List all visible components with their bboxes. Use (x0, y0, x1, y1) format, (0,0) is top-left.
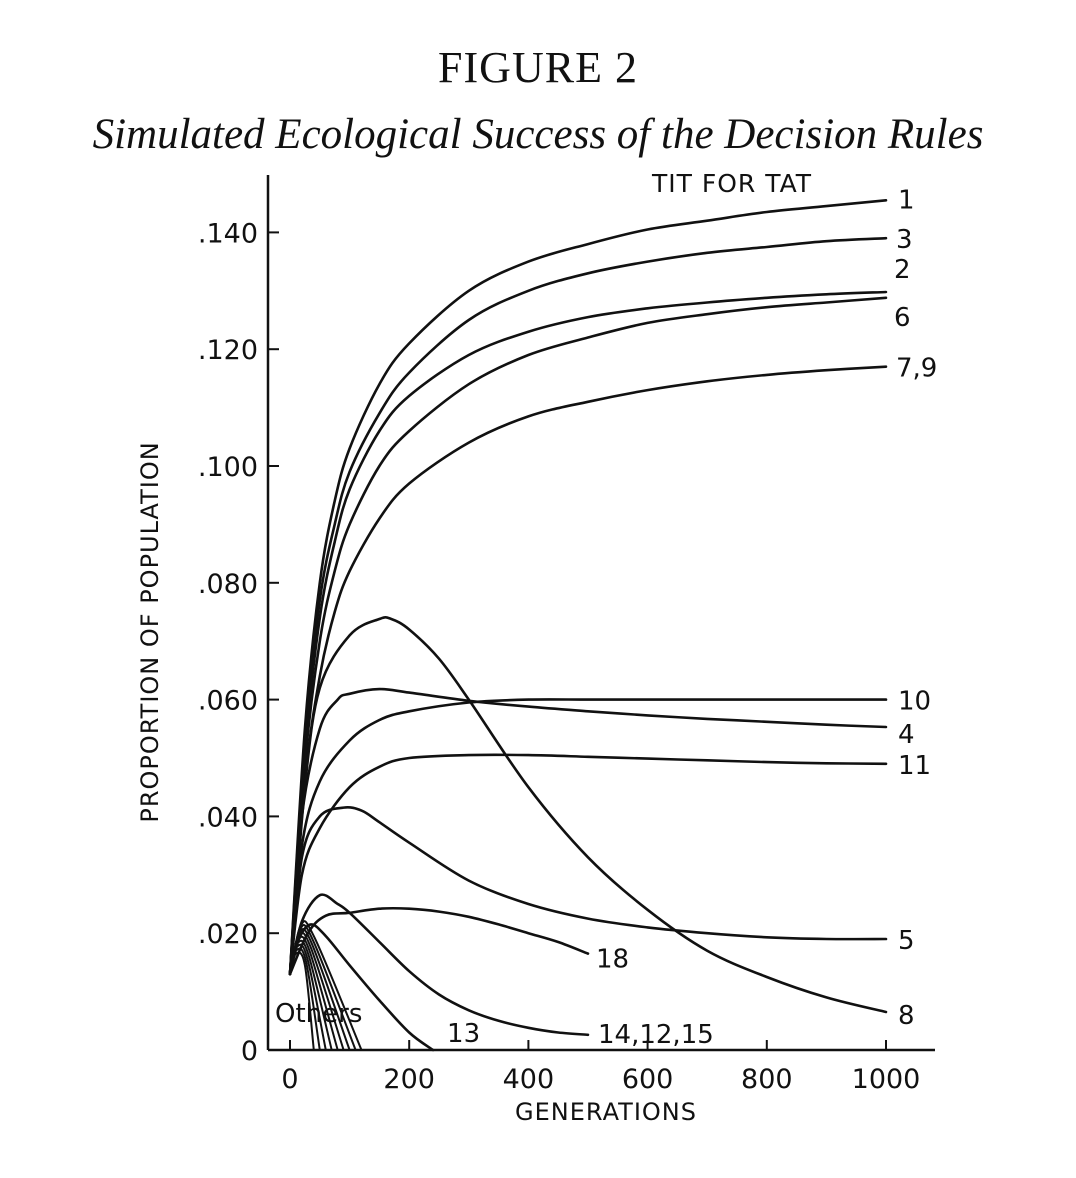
series-label-6: 6 (894, 303, 911, 333)
series-line-18 (288, 906, 590, 976)
series-label-10: 10 (898, 687, 931, 717)
series-label-5: 5 (898, 926, 915, 956)
x-tick-label: 0 (281, 1064, 298, 1095)
series-line-11 (288, 753, 888, 976)
series-line-6 (288, 296, 888, 976)
y-tick-label: .120 (198, 335, 258, 366)
series-curves (288, 199, 888, 1052)
series-line-4 (288, 687, 888, 976)
series-line-2 (288, 290, 888, 976)
series-line-1 (288, 199, 888, 976)
y-axis-title: PROPORTION OF POPULATION (136, 441, 164, 822)
series-line-5 (288, 806, 888, 976)
others-curves (289, 920, 363, 1051)
series-line-14-12-15 (288, 893, 590, 1037)
tick-marks: 0 200 400 600 800 1000 0 .020 .040 .060 .080 .100 .1… (198, 218, 920, 1095)
y-tick-label: .060 (198, 686, 258, 717)
y-tick-label: .100 (198, 452, 258, 483)
others-annotation: Others (275, 999, 362, 1029)
series-label-1: 1 (898, 185, 915, 215)
figure-title: Simulated Ecological Success of the Deci… (92, 111, 984, 158)
series-label-8: 8 (898, 1001, 915, 1031)
series-line-7-9 (288, 365, 888, 976)
series-label-14-12-15: 14,12,15 (598, 1020, 714, 1050)
series-label-7-9: 7,9 (896, 354, 937, 384)
y-tick-label: 0 (241, 1036, 258, 1067)
y-tick-label: .020 (198, 919, 258, 950)
axes (266, 175, 935, 1052)
y-tick-label: .140 (198, 218, 258, 249)
series-line-10 (288, 698, 888, 976)
series-label-13: 13 (447, 1019, 480, 1049)
series-label-4: 4 (898, 720, 915, 750)
series-label-18: 18 (596, 945, 629, 975)
tit-for-tat-annotation: TIT FOR TAT (651, 169, 812, 198)
series-label-2: 2 (894, 255, 911, 285)
y-tick-label: .040 (198, 802, 258, 833)
series-line-8 (288, 616, 888, 1014)
series-line-3 (288, 236, 888, 976)
x-tick-label: 600 (622, 1064, 674, 1095)
x-axis-title: GENERATIONS (515, 1098, 697, 1126)
y-tick-label: .080 (198, 569, 258, 600)
x-tick-label: 1000 (852, 1064, 921, 1095)
x-tick-label: 200 (383, 1064, 435, 1095)
x-tick-label: 800 (741, 1064, 793, 1095)
x-tick-label: 400 (503, 1064, 555, 1095)
series-label-11: 11 (898, 751, 931, 781)
figure-label: FIGURE 2 (438, 43, 638, 92)
others-line (289, 920, 363, 1051)
series-label-3: 3 (896, 225, 913, 255)
